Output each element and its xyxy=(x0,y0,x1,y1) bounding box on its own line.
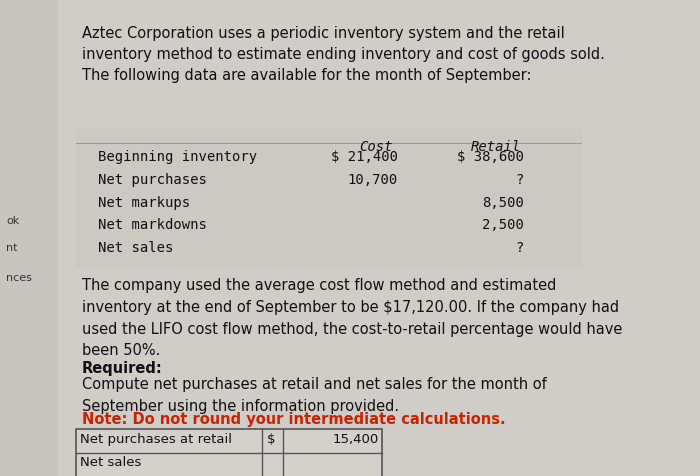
Text: Required:: Required: xyxy=(82,361,163,376)
Text: ok: ok xyxy=(6,216,20,227)
Text: 2,500: 2,500 xyxy=(482,218,524,232)
Text: 8,500: 8,500 xyxy=(482,196,524,209)
Text: ?: ? xyxy=(516,173,524,187)
Text: ?: ? xyxy=(516,241,524,255)
Text: Net purchases at retail: Net purchases at retail xyxy=(80,433,232,446)
Bar xyxy=(76,129,581,267)
Text: Net sales: Net sales xyxy=(98,241,174,255)
Bar xyxy=(0,0,57,476)
Text: Net purchases: Net purchases xyxy=(98,173,206,187)
Text: Net markups: Net markups xyxy=(98,196,190,209)
Text: 15,400: 15,400 xyxy=(332,433,379,446)
Text: 10,700: 10,700 xyxy=(348,173,398,187)
Text: Retail: Retail xyxy=(470,140,521,154)
Text: Net sales: Net sales xyxy=(80,456,141,469)
Bar xyxy=(76,429,382,476)
Text: $ 21,400: $ 21,400 xyxy=(331,150,398,164)
Text: $: $ xyxy=(267,433,276,446)
Text: Compute net purchases at retail and net sales for the month of
September using t: Compute net purchases at retail and net … xyxy=(82,377,547,414)
Text: Cost: Cost xyxy=(359,140,393,154)
Text: Aztec Corporation uses a periodic inventory system and the retail
inventory meth: Aztec Corporation uses a periodic invent… xyxy=(82,26,605,83)
Text: Beginning inventory: Beginning inventory xyxy=(98,150,257,164)
Text: $ 38,600: $ 38,600 xyxy=(457,150,524,164)
Text: Note: Do not round your intermediate calculations.: Note: Do not round your intermediate cal… xyxy=(82,412,505,427)
Text: nt: nt xyxy=(6,242,18,253)
Text: nces: nces xyxy=(6,273,32,284)
Text: Net markdowns: Net markdowns xyxy=(98,218,206,232)
Text: The company used the average cost flow method and estimated
inventory at the end: The company used the average cost flow m… xyxy=(82,278,622,358)
